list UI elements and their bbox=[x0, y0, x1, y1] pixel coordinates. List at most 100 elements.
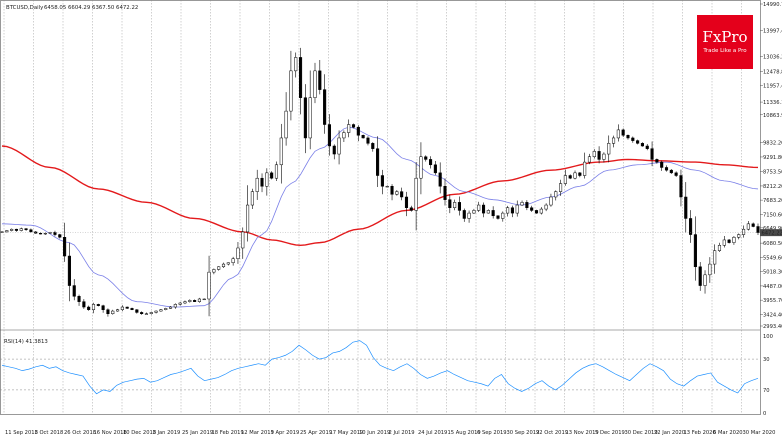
candle-body bbox=[125, 306, 129, 309]
date-tick: 10 Dec 2018 bbox=[123, 430, 156, 436]
candle-body bbox=[106, 309, 110, 314]
date-tick: 3 Apr 2019 bbox=[271, 430, 300, 436]
candle-body bbox=[722, 239, 726, 246]
date-tick: 25 Jan 2019 bbox=[182, 430, 213, 436]
candle-body bbox=[655, 159, 659, 163]
logo-brand: FxPro bbox=[702, 28, 748, 46]
price-tick: 6649.90 bbox=[763, 226, 782, 232]
candle-body bbox=[578, 172, 582, 176]
candle-body bbox=[530, 207, 534, 211]
candle-body bbox=[592, 151, 596, 157]
candle-body bbox=[424, 156, 428, 160]
candle-body bbox=[120, 306, 124, 310]
price-tick: 9832.20 bbox=[763, 140, 782, 146]
price-tick: 13997.40 bbox=[763, 29, 782, 35]
rsi-tick: 0 bbox=[763, 411, 766, 417]
candle-body bbox=[573, 172, 577, 179]
candle-body bbox=[664, 167, 669, 171]
candlesticks bbox=[0, 47, 760, 317]
symbol-label: BTCUSD,Daily bbox=[6, 5, 44, 11]
date-tick: 11 Sep 2018 bbox=[5, 430, 38, 436]
slow-ma-line bbox=[1, 145, 759, 247]
chart-grid bbox=[0, 0, 761, 415]
candle-body bbox=[636, 140, 640, 144]
candle-body bbox=[400, 191, 404, 198]
chart-frame bbox=[0, 0, 761, 415]
candle-body bbox=[414, 177, 418, 211]
date-tick: 25 Apr 2019 bbox=[300, 430, 332, 436]
candle-body bbox=[135, 309, 139, 313]
candle-body bbox=[520, 202, 524, 206]
candle-body bbox=[289, 70, 293, 112]
candle-body bbox=[602, 153, 606, 160]
candle-body bbox=[130, 308, 134, 310]
price-tick: 9291.80 bbox=[763, 155, 782, 161]
date-tick: 13 Nov 2019 bbox=[566, 430, 599, 436]
date-tick: 22 Jan 2020 bbox=[654, 430, 685, 436]
date-tick: 10 Jun 2019 bbox=[359, 430, 390, 436]
candle-body bbox=[241, 231, 245, 249]
date-tick: 16 Nov 2018 bbox=[94, 430, 127, 436]
candle-body bbox=[631, 137, 635, 141]
candle-body bbox=[250, 191, 254, 206]
candle-body bbox=[525, 202, 529, 208]
candle-body bbox=[616, 129, 620, 139]
candle-body bbox=[173, 304, 177, 308]
candle-body bbox=[713, 250, 717, 265]
current-price-tag bbox=[760, 229, 782, 237]
ohlc-readout: 6458.05 6604.29 6367.50 6472.22 bbox=[44, 5, 138, 11]
candle-body bbox=[183, 301, 187, 304]
price-tick: 5018.30 bbox=[763, 270, 782, 276]
price-tick: 5549.60 bbox=[763, 255, 782, 261]
logo-tagline: Trade Like a Pro bbox=[703, 48, 747, 54]
candle-body bbox=[284, 110, 288, 139]
candle-body bbox=[91, 304, 96, 310]
candle-body bbox=[308, 97, 312, 139]
price-tick: 3955.70 bbox=[763, 298, 782, 304]
candle-body bbox=[611, 137, 616, 144]
price-tick: 13036.20 bbox=[763, 54, 782, 60]
candle-body bbox=[236, 247, 240, 259]
candle-body bbox=[279, 137, 283, 166]
candle-body bbox=[689, 218, 693, 235]
candle-body bbox=[270, 172, 274, 179]
candle-body bbox=[29, 229, 33, 233]
candle-body bbox=[303, 97, 307, 139]
candle-body bbox=[361, 135, 365, 139]
candle-body bbox=[496, 215, 500, 219]
date-tick: 13 Feb 2020 bbox=[684, 430, 716, 436]
candle-body bbox=[554, 191, 558, 198]
price-tick: 11336.12 bbox=[763, 100, 782, 106]
candle-body bbox=[669, 169, 673, 174]
date-tick: 17 May 2019 bbox=[330, 430, 364, 436]
candle-body bbox=[217, 266, 221, 270]
candle-body bbox=[390, 186, 394, 195]
candle-body bbox=[742, 228, 746, 235]
candle-body bbox=[510, 207, 514, 214]
price-tick: 8753.50 bbox=[763, 169, 782, 175]
candle-body bbox=[717, 245, 722, 251]
candle-body bbox=[467, 212, 471, 219]
candle-body bbox=[563, 175, 567, 184]
candle-body bbox=[19, 228, 23, 231]
price-tick: 8212.20 bbox=[763, 184, 782, 190]
rsi-line bbox=[1, 340, 759, 395]
candle-body bbox=[193, 300, 197, 302]
candle-body bbox=[14, 228, 18, 231]
candle-body bbox=[63, 237, 67, 257]
candle-body bbox=[207, 271, 211, 300]
candle-body bbox=[313, 70, 317, 98]
candle-body bbox=[549, 196, 553, 206]
date-tick: 6 Mar 2020 bbox=[713, 430, 743, 436]
candle-body bbox=[116, 309, 120, 312]
date-tick: 18 Feb 2019 bbox=[212, 430, 244, 436]
candle-body bbox=[708, 263, 712, 276]
candle-body bbox=[0, 231, 4, 233]
price-tick: 3424.40 bbox=[763, 312, 782, 318]
date-tick: 5 Dec 2019 bbox=[595, 430, 625, 436]
candle-body bbox=[621, 129, 625, 136]
candle-body bbox=[698, 266, 702, 286]
candle-body bbox=[462, 210, 466, 219]
candle-body bbox=[202, 298, 206, 301]
